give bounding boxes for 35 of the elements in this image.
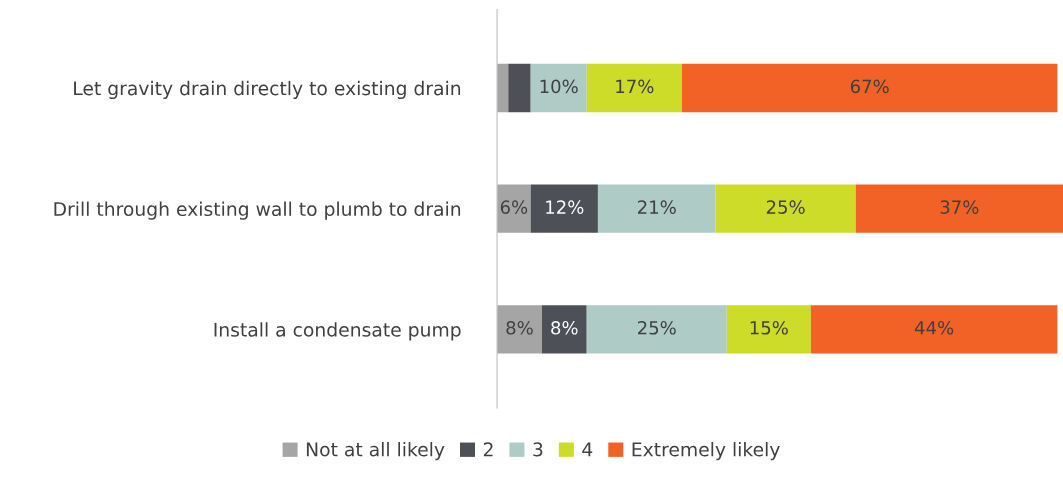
data-label: 37% <box>940 200 979 214</box>
data-label: 44% <box>914 320 954 335</box>
bar <box>586 305 727 354</box>
data-label: 15% <box>750 320 788 335</box>
data-label: 8% <box>506 320 533 335</box>
bar <box>726 305 811 354</box>
data-label: 21% <box>638 200 676 214</box>
legend-label: Not at all likely <box>306 441 445 461</box>
y-tick-label: Let gravity drain directly to existing drain <box>74 80 461 100</box>
data-label: 25% <box>766 200 805 214</box>
bar <box>530 63 587 113</box>
bar <box>508 63 531 113</box>
legend-label: 4 <box>582 442 593 457</box>
legend-label: 3 <box>533 442 543 457</box>
bar <box>855 184 1063 233</box>
bar <box>497 305 542 354</box>
bar <box>530 184 598 233</box>
legend-label: 2 <box>483 442 493 457</box>
data-label: 10% <box>540 79 578 94</box>
bar <box>681 63 1058 113</box>
data-label: 17% <box>616 79 654 94</box>
y-tick-label: Drill through existing wall to plumb to drain <box>54 201 461 220</box>
bar <box>810 305 1058 354</box>
bar <box>715 184 856 233</box>
legend-label: Extremely likely <box>632 441 780 461</box>
data-label: 8% <box>551 320 578 335</box>
data-label: 12% <box>546 200 584 214</box>
bar <box>586 63 682 113</box>
data-label: 6% <box>500 200 528 214</box>
data-label: 25% <box>638 320 676 335</box>
data-label: 67% <box>850 79 889 94</box>
bar <box>497 184 531 233</box>
bar <box>541 305 587 354</box>
y-tick-label: Install a condensate pump <box>214 322 461 341</box>
bar <box>597 184 716 233</box>
